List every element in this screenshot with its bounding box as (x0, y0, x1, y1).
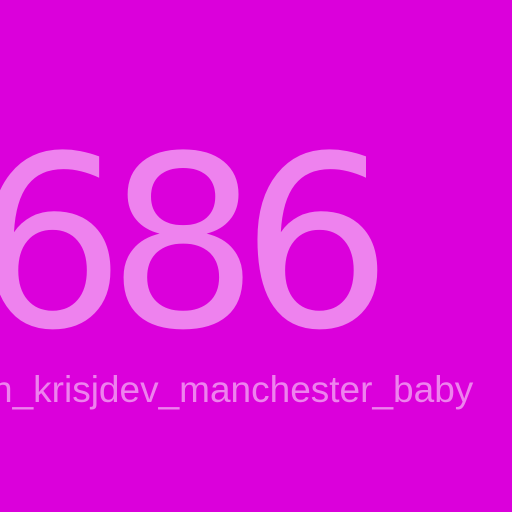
large-number-display: 686 (0, 106, 392, 383)
caption-text: n_krisjdev_manchester_baby (0, 369, 474, 410)
